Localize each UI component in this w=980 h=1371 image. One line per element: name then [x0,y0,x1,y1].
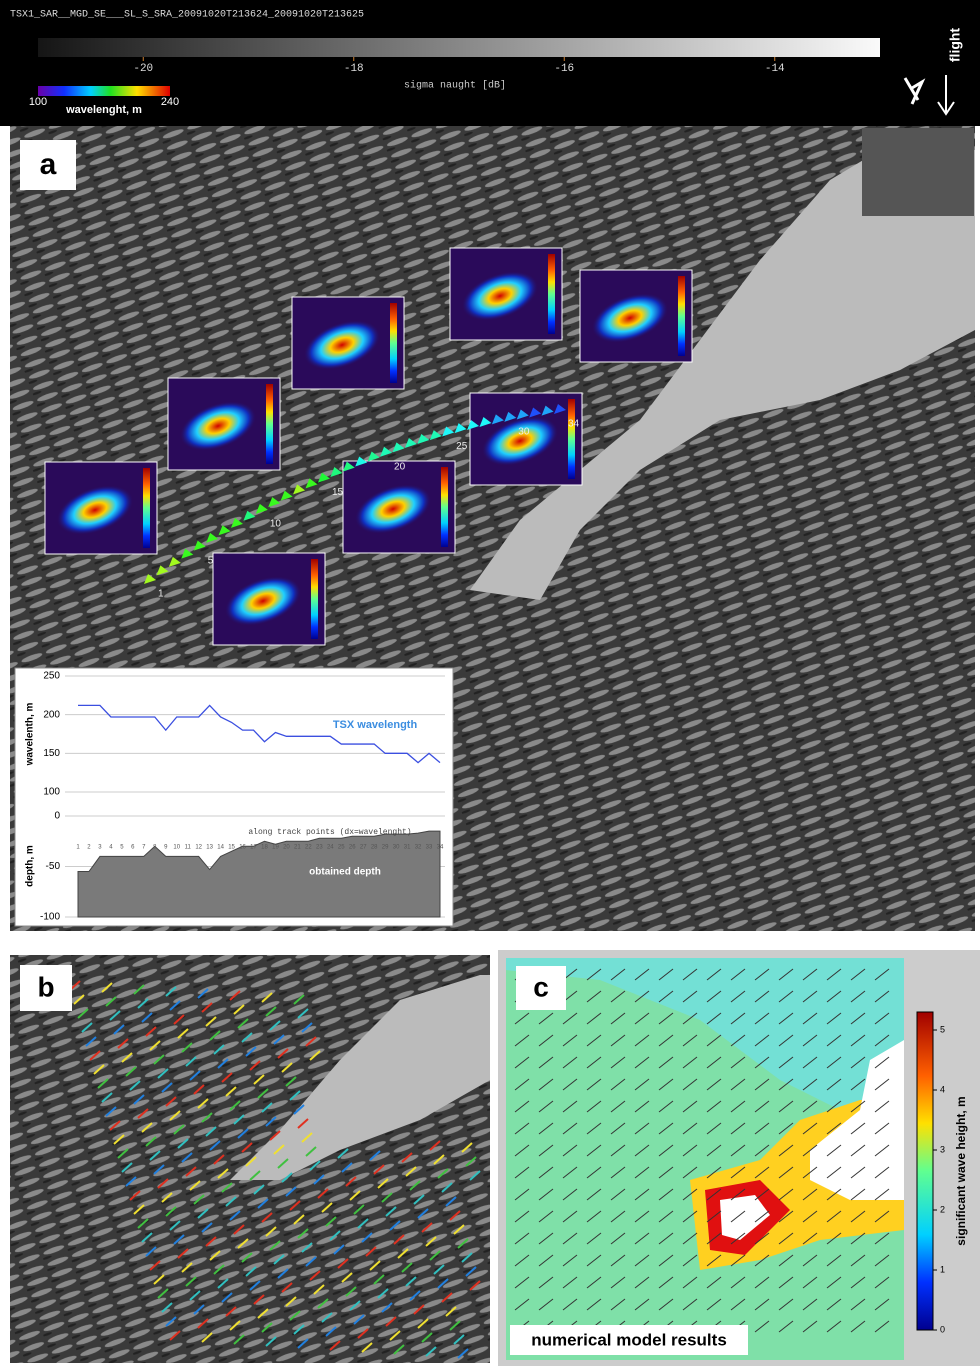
x-tick-label: 12 [195,845,202,851]
locator-inset [862,128,974,216]
track-label: 10 [270,518,282,529]
series-label: TSX wavelength [333,719,418,731]
y-tick-label: -50 [46,861,61,872]
colorbar-tick-label: 1 [940,1264,945,1274]
colorbar-tick-label: 5 [940,1024,945,1034]
spectrum-colorbar [678,276,685,356]
x-tick-label: 21 [294,845,301,851]
x-tick-label: 24 [327,845,334,851]
spectrum-colorbar [548,254,555,334]
x-tick-label: 19 [272,845,279,851]
x-tick-label: 32 [415,845,422,851]
x-tick-label: 22 [305,845,312,851]
spectrum-colorbar [568,399,575,479]
figure: TSX1_SAR__MGD_SE___SL_S_SRA_20091020T213… [0,0,980,1366]
track-label: 30 [518,426,530,437]
x-tick-label: 33 [426,845,433,851]
panel-label: a [40,148,57,181]
x-axis-label: along track points (dx=wavelenght) [248,828,411,837]
wavelength-colorbar [38,86,170,96]
wave-height-colorbar [917,1012,933,1330]
sigma-tick-label: -16 [554,63,574,75]
colorbar-label: significant wave height, m [954,1096,968,1245]
x-tick-label: 16 [239,845,246,851]
sigma-label: sigma naught [dB] [404,80,506,92]
x-tick-label: 27 [360,845,367,851]
x-tick-label: 25 [338,845,345,851]
spectrum-colorbar [441,467,448,547]
x-tick-label: 17 [250,845,257,851]
y-tick-label: 150 [43,748,60,759]
spectrum-colorbar [390,303,397,383]
spectrum-colorbar [143,468,150,548]
x-tick-label: 28 [371,845,378,851]
y-axis-label: depth, m [25,845,36,887]
y-tick-label: -100 [40,912,60,923]
panel-label: b [37,971,54,1002]
model-note: numerical model results [531,1330,727,1349]
wavelength-scale-label: wavelenght, m [65,104,142,116]
x-tick-label: 11 [185,845,192,851]
colorbar-tick-label: 4 [940,1084,945,1094]
wavelength-tick-label: 240 [161,96,179,108]
sigma-tick-label: -18 [344,63,364,75]
x-tick-label: 13 [206,845,213,851]
sigma-colorbar [38,38,880,57]
sigma-tick-label: -14 [765,63,785,75]
series-label: obtained depth [309,867,381,878]
x-tick-label: 34 [437,845,444,851]
y-tick-label: 100 [43,787,60,798]
flight-label: flight [947,28,963,63]
x-tick-label: 18 [261,845,268,851]
y-axis-label: wavelenth, m [25,703,36,767]
track-label: 34 [568,419,580,430]
y-tick-label: 0 [54,811,60,822]
x-tick-label: 30 [393,845,400,851]
panel-label: c [533,971,549,1002]
track-label: 20 [394,461,406,472]
spectrum-colorbar [266,384,273,464]
track-label: 15 [332,487,344,498]
x-tick-label: 14 [217,845,224,851]
x-tick-label: 20 [283,845,290,851]
y-tick-label: 250 [43,671,60,682]
x-tick-label: 23 [316,845,323,851]
sigma-tick-label: -20 [133,63,153,75]
x-tick-label: 26 [349,845,356,851]
x-tick-label: 10 [173,845,180,851]
spectrum-colorbar [311,559,318,639]
colorbar-tick-label: 0 [940,1324,945,1334]
x-tick-label: 15 [228,845,235,851]
colorbar-tick-label: 3 [940,1144,945,1154]
track-label: 1 [158,589,164,600]
x-tick-label: 31 [404,845,411,851]
track-label: 25 [456,441,468,452]
y-tick-label: 200 [43,709,60,720]
wavelength-tick-label: 100 [29,96,47,108]
colorbar-tick-label: 2 [940,1204,945,1214]
header-title: TSX1_SAR__MGD_SE___SL_S_SRA_20091020T213… [10,10,364,21]
x-tick-label: 29 [382,845,389,851]
track-label: 5 [208,555,214,566]
